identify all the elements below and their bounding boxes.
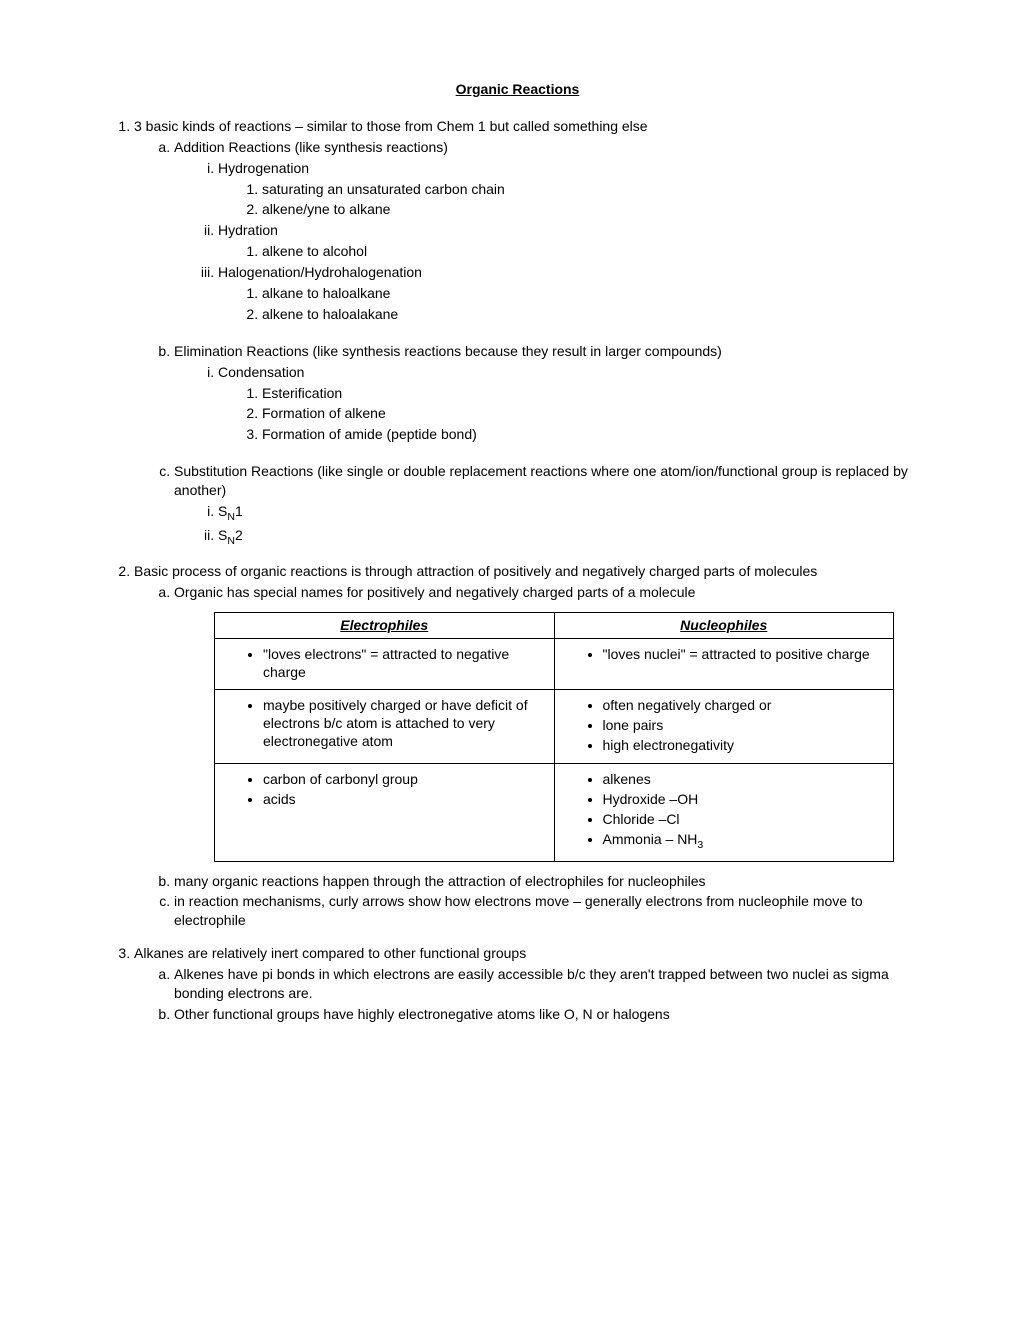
cell-r3-right: alkenes Hydroxide –OH Chloride –Cl Ammon…: [554, 763, 894, 861]
sn1-num: 1: [235, 503, 243, 519]
item-1: 3 basic kinds of reactions – similar to …: [134, 117, 925, 548]
sn1-sub: N: [227, 511, 235, 523]
item-1a-iii: Halogenation/Hydrohalogenation alkane to…: [218, 263, 925, 324]
sn2-num: 2: [235, 527, 243, 543]
list-item: "loves electrons" = attracted to negativ…: [263, 645, 544, 681]
item-1a-ii: Hydration alkene to alcohol: [218, 221, 925, 261]
item-1a-iii-1: alkane to haloalkane: [262, 284, 925, 303]
cell-r1-right: "loves nuclei" = attracted to positive c…: [554, 638, 894, 689]
item-1a-i-2: alkene/yne to alkane: [262, 200, 925, 219]
comparison-table: Electrophiles Nucleophiles "loves electr…: [214, 612, 894, 862]
list-item: often negatively charged or: [603, 696, 884, 714]
item-1-text: 3 basic kinds of reactions – similar to …: [134, 118, 648, 134]
item-1b-i: Condensation Esterification Formation of…: [218, 363, 925, 445]
cell-r2-right: often negatively charged or lone pairs h…: [554, 690, 894, 764]
list-item: "loves nuclei" = attracted to positive c…: [603, 645, 884, 663]
item-3b: Other functional groups have highly elec…: [174, 1005, 925, 1024]
cell-r1-left: "loves electrons" = attracted to negativ…: [215, 638, 555, 689]
item-1b: Elimination Reactions (like synthesis re…: [174, 342, 925, 444]
list-item: maybe positively charged or have deficit…: [263, 696, 544, 751]
sn2-s: S: [218, 527, 227, 543]
item-2-text: Basic process of organic reactions is th…: [134, 563, 817, 579]
list-item: carbon of carbonyl group: [263, 770, 544, 788]
list-item: acids: [263, 790, 544, 808]
nh3-pre: Ammonia – NH: [603, 831, 698, 847]
sn1-s: S: [218, 503, 227, 519]
item-1a: Addition Reactions (like synthesis react…: [174, 138, 925, 324]
nh3-sub: 3: [697, 839, 703, 851]
list-item: high electronegativity: [603, 736, 884, 754]
item-2b: many organic reactions happen through th…: [174, 872, 925, 891]
item-2c: in reaction mechanisms, curly arrows sho…: [174, 892, 925, 930]
item-1b-i-1: Esterification: [262, 384, 925, 403]
item-1b-i-2: Formation of alkene: [262, 404, 925, 423]
cell-r2-left: maybe positively charged or have deficit…: [215, 690, 555, 764]
sn2-sub: N: [227, 535, 235, 547]
item-1c-i: SN1: [218, 502, 925, 524]
table-row: carbon of carbonyl group acids alkenes H…: [215, 763, 894, 861]
item-2: Basic process of organic reactions is th…: [134, 562, 925, 930]
item-1a-ii-1: alkene to alcohol: [262, 242, 925, 261]
item-1a-iii-text: Halogenation/Hydrohalogenation: [218, 264, 422, 280]
item-1a-i: Hydrogenation saturating an unsaturated …: [218, 159, 925, 220]
item-1a-ii-text: Hydration: [218, 222, 278, 238]
item-1c-text: Substitution Reactions (like single or d…: [174, 463, 908, 498]
item-1c-ii: SN2: [218, 526, 925, 548]
item-1a-i-text: Hydrogenation: [218, 160, 309, 176]
item-1b-i-text: Condensation: [218, 364, 304, 380]
list-item: lone pairs: [603, 716, 884, 734]
item-3: Alkanes are relatively inert compared to…: [134, 944, 925, 1024]
item-1b-i-3: Formation of amide (peptide bond): [262, 425, 925, 444]
item-3-text: Alkanes are relatively inert compared to…: [134, 945, 526, 961]
item-1a-text: Addition Reactions (like synthesis react…: [174, 139, 448, 155]
item-1b-text: Elimination Reactions (like synthesis re…: [174, 343, 722, 359]
item-1c: Substitution Reactions (like single or d…: [174, 462, 925, 548]
page-title: Organic Reactions: [110, 80, 925, 99]
table-row: "loves electrons" = attracted to negativ…: [215, 638, 894, 689]
item-1a-iii-2: alkene to haloalakane: [262, 305, 925, 324]
list-item: Hydroxide –OH: [603, 790, 884, 808]
header-nucleophiles: Nucleophiles: [554, 612, 894, 638]
header-electrophiles: Electrophiles: [215, 612, 555, 638]
item-3a: Alkenes have pi bonds in which electrons…: [174, 965, 925, 1003]
main-list: 3 basic kinds of reactions – similar to …: [110, 117, 925, 1024]
cell-r3-left: carbon of carbonyl group acids: [215, 763, 555, 861]
item-2a: Organic has special names for positively…: [174, 583, 925, 602]
list-item: Chloride –Cl: [603, 810, 884, 828]
table-row: maybe positively charged or have deficit…: [215, 690, 894, 764]
list-item: Ammonia – NH3: [603, 830, 884, 852]
table-header-row: Electrophiles Nucleophiles: [215, 612, 894, 638]
list-item: alkenes: [603, 770, 884, 788]
item-1a-i-1: saturating an unsaturated carbon chain: [262, 180, 925, 199]
